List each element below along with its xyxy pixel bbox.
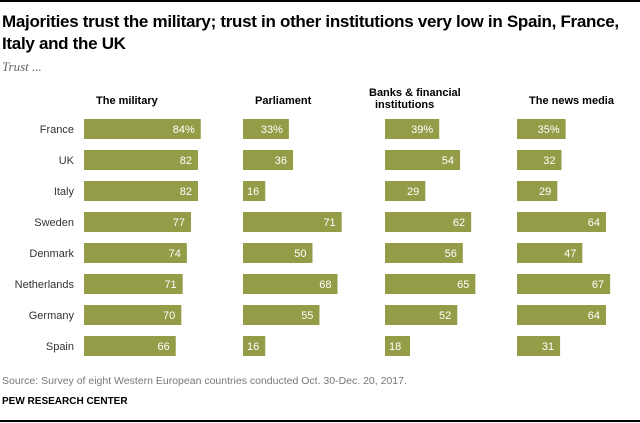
row-label: Italy <box>54 186 75 198</box>
column-header: Parliament <box>255 95 312 107</box>
bar <box>243 212 342 232</box>
row-label: France <box>40 124 74 136</box>
bar <box>517 336 561 356</box>
data-label: 16 <box>247 186 259 198</box>
top-rule <box>0 0 640 2</box>
data-label: 71 <box>323 217 335 229</box>
data-label: 47 <box>564 248 576 260</box>
chart-title: Majorities trust the military; trust in … <box>2 12 619 53</box>
bar <box>84 336 176 356</box>
bar <box>84 119 201 139</box>
bar <box>84 150 198 170</box>
row-label: UK <box>59 155 75 167</box>
row-label: Netherlands <box>15 279 75 291</box>
data-label: 31 <box>542 341 554 353</box>
bar <box>243 274 338 294</box>
column-header: The news media <box>529 95 615 107</box>
data-label: 64 <box>588 310 600 322</box>
bar <box>385 274 476 294</box>
brand-label: PEW RESEARCH CENTER <box>2 396 128 407</box>
row-label: Denmark <box>29 248 74 260</box>
data-label: 82 <box>180 155 192 167</box>
data-label: 32 <box>543 155 555 167</box>
bar <box>517 150 562 170</box>
column-header: Banks & financial <box>369 87 461 99</box>
bar <box>243 243 313 263</box>
bar <box>385 243 463 263</box>
data-label: 74 <box>169 248 181 260</box>
data-label: 35% <box>538 124 560 136</box>
bar <box>517 212 606 232</box>
bar <box>385 181 426 201</box>
bar <box>243 336 266 356</box>
bar <box>243 150 294 170</box>
data-label: 82 <box>180 186 192 198</box>
data-label: 71 <box>164 279 176 291</box>
data-label: 56 <box>445 248 457 260</box>
data-label: 29 <box>539 186 551 198</box>
bar <box>84 305 182 325</box>
bar <box>243 305 320 325</box>
data-label: 39% <box>411 124 433 136</box>
source-note: Source: Survey of eight Western European… <box>2 375 407 387</box>
row-label: Germany <box>29 310 75 322</box>
bar <box>517 274 611 294</box>
data-label: 70 <box>163 310 175 322</box>
bar <box>84 212 192 232</box>
bar <box>517 181 558 201</box>
bar <box>517 305 606 325</box>
bar <box>84 181 198 201</box>
data-label: 66 <box>157 341 169 353</box>
bar <box>243 181 266 201</box>
bottom-rule <box>0 420 640 422</box>
chart-subtitle: Trust ... <box>2 59 42 74</box>
data-label: 54 <box>442 155 454 167</box>
data-label: 68 <box>319 279 331 291</box>
bar <box>385 119 440 139</box>
row-label: Sweden <box>34 217 74 229</box>
data-label: 55 <box>301 310 313 322</box>
data-label: 29 <box>407 186 419 198</box>
bar <box>385 150 461 170</box>
data-label: 67 <box>592 279 604 291</box>
data-label: 84% <box>173 124 195 136</box>
data-label: 36 <box>275 155 287 167</box>
data-label: 65 <box>457 279 469 291</box>
column-header: institutions <box>375 99 434 111</box>
bar <box>385 305 458 325</box>
bar <box>385 336 411 356</box>
bar <box>517 243 583 263</box>
data-label: 50 <box>294 248 306 260</box>
data-label: 62 <box>453 217 465 229</box>
data-label: 33% <box>261 124 283 136</box>
bar <box>84 243 187 263</box>
data-label: 64 <box>588 217 600 229</box>
bar <box>385 212 472 232</box>
bar <box>243 119 289 139</box>
column-header: The military <box>96 95 159 107</box>
row-label: Spain <box>46 341 74 353</box>
data-label: 77 <box>173 217 185 229</box>
bar <box>84 274 183 294</box>
data-label: 52 <box>439 310 451 322</box>
data-label: 18 <box>389 341 401 353</box>
bar <box>517 119 566 139</box>
data-label: 16 <box>247 341 259 353</box>
